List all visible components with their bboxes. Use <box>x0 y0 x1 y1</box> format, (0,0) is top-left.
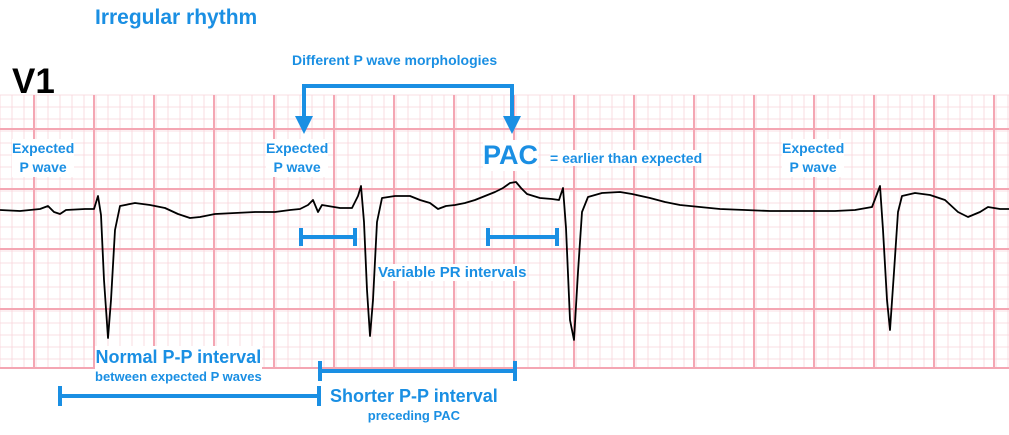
pr-interval-normal-bracket <box>299 228 357 246</box>
pac-label: PAC <box>483 140 539 171</box>
expected-p-wave-label: Expected P wave <box>782 139 845 177</box>
expected-p-wave-label: Expected P wave <box>12 139 75 177</box>
pr-interval-pac-bracket <box>486 228 559 246</box>
pr-intervals-label: Variable PR intervals <box>378 264 527 281</box>
ecg-trace <box>0 181 1009 341</box>
lead-label: V1 <box>12 62 55 101</box>
arrow-head-expected <box>295 116 313 134</box>
arrow-head-pac <box>503 116 521 134</box>
morphologies-label: Different P wave morphologies <box>292 52 498 68</box>
diagram-title: Irregular rhythm <box>95 6 258 29</box>
normal-pp-label: Normal P-P interval between expected P w… <box>95 346 262 386</box>
ecg-grid <box>0 94 1009 369</box>
expected-p-wave-label: Expected P wave <box>266 139 329 177</box>
shorter-pp-label: Shorter P-P interval preceding PAC <box>330 385 498 425</box>
morphology-bracket <box>302 84 514 118</box>
pac-note: = earlier than expected <box>550 150 703 166</box>
normal-pp-interval-bracket <box>58 386 321 406</box>
shorter-pp-interval-bracket <box>318 361 517 381</box>
